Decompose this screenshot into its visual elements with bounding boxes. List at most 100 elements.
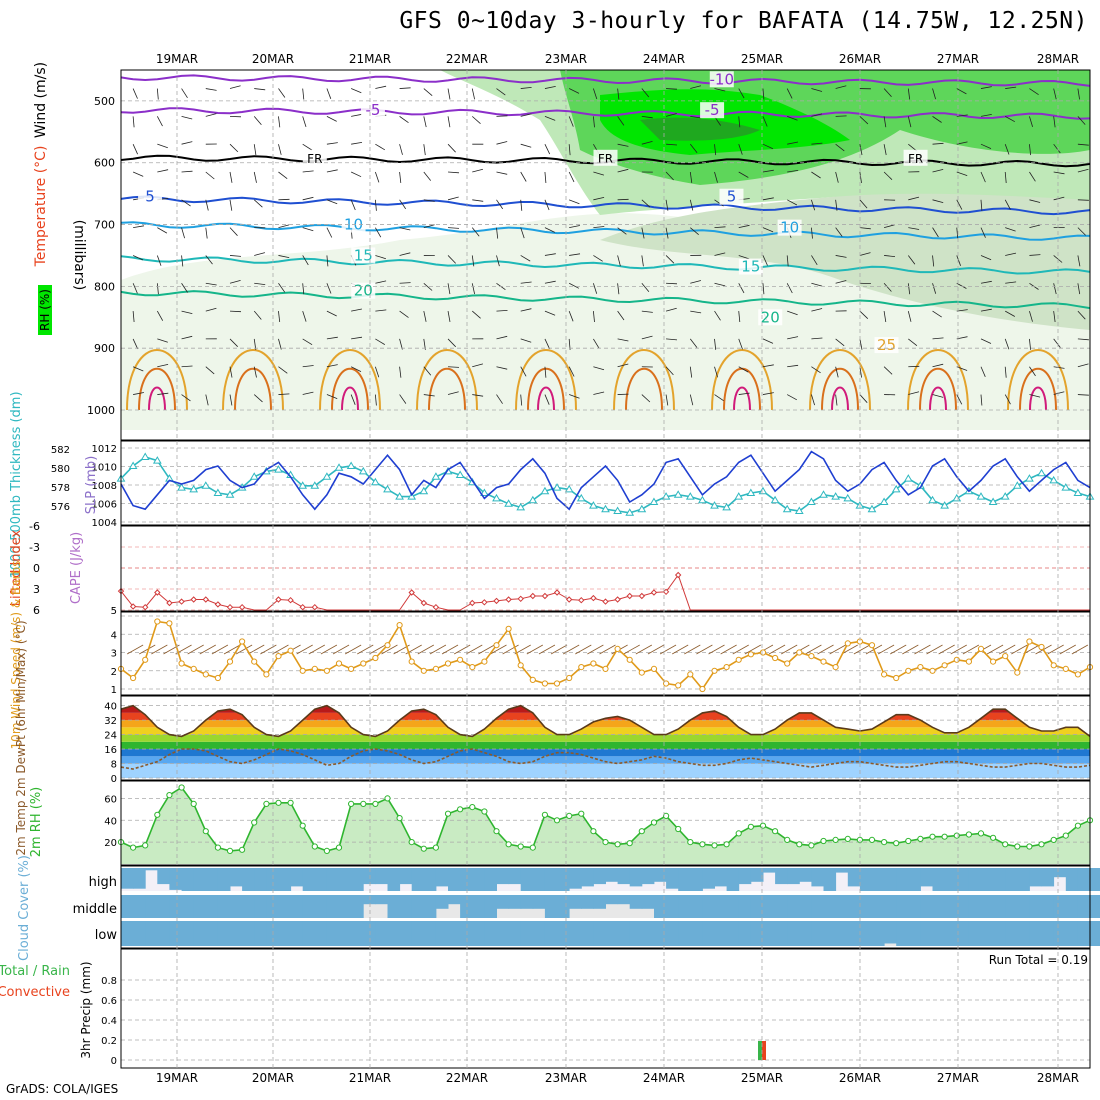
wind-barb — [1029, 144, 1031, 156]
cloud-bar-low — [678, 921, 691, 946]
rh2m-series-point — [735, 830, 742, 837]
wind-speed-series-point — [626, 656, 633, 663]
cloud-bar-middle — [1065, 895, 1079, 918]
cloud-bar-high — [835, 868, 849, 873]
cloud-bar-low — [557, 921, 570, 946]
wind-barb — [302, 338, 313, 346]
surface-wind-barb — [1047, 644, 1064, 655]
wind-speed-series-point — [154, 618, 161, 625]
cloud-bar-middle — [920, 895, 933, 918]
thickness-series-point — [879, 497, 889, 505]
ytick-wind-top: 5 — [111, 606, 117, 617]
rh2m-series-point — [251, 819, 258, 826]
panel-frame-stab — [120, 525, 1091, 612]
cloud-bar-high — [617, 868, 631, 885]
cloud-bar-low — [217, 921, 231, 946]
wind-barb — [472, 199, 484, 202]
wind-barb — [835, 394, 838, 406]
wind-barb — [762, 392, 774, 395]
wind-barb — [374, 171, 380, 183]
ytick-wind: 3 — [111, 649, 117, 660]
cloud-bar-high — [872, 868, 885, 891]
wind-barb — [617, 116, 625, 126]
isotherm-15 — [120, 255, 1091, 275]
wind-speed-series-point — [687, 671, 694, 678]
thickness-series-point — [576, 493, 586, 502]
surface-wind-barb — [853, 644, 871, 655]
cloud-bar-high — [1029, 868, 1042, 887]
lifted-index-point — [202, 596, 209, 603]
wind-barb — [544, 86, 556, 89]
wind-speed-series-point — [432, 665, 439, 673]
lifted-index-point — [275, 596, 282, 603]
thickness-series-point — [794, 506, 804, 514]
legend-total-rain: Total / Rain — [0, 964, 70, 979]
surface-wind-barb — [999, 644, 1016, 655]
thickness-series-point — [213, 488, 223, 496]
thickness-series-point — [988, 497, 998, 505]
thickness-series-point — [322, 472, 332, 480]
wind-barb — [205, 282, 217, 286]
wind-speed-series-point — [832, 664, 839, 671]
wind-barb — [617, 338, 629, 342]
ytick-thickness: 582 — [51, 445, 70, 456]
cloud-bar-middle — [290, 895, 304, 918]
wind-barb — [156, 310, 164, 321]
thickness-series-point — [383, 484, 392, 493]
wind-barb — [787, 336, 799, 340]
wind-barb — [326, 310, 337, 317]
wind-speed-series-point — [699, 685, 706, 693]
wind-barb — [738, 171, 749, 178]
ytick-slp: 1008 — [92, 481, 117, 492]
lifted-index-point — [626, 592, 633, 600]
wind-barb — [350, 199, 356, 211]
wind-barb — [665, 366, 674, 376]
ylabel-millibars: (millibars) — [71, 220, 87, 291]
wind-barb — [544, 366, 547, 378]
thickness-series-point — [310, 481, 320, 489]
thickness-series-point — [831, 492, 841, 500]
wind-barb — [1004, 144, 1010, 155]
wind-barb — [908, 338, 918, 347]
isotherm-25-cell — [222, 349, 284, 411]
wind-barb — [690, 85, 702, 89]
cloud-bar-high — [968, 868, 982, 891]
contour-label: FR — [908, 152, 923, 166]
cloud-bar-low — [460, 921, 473, 946]
wind-barb — [544, 253, 556, 256]
cloud-panel: high middle low Cloud Cover (%) — [17, 855, 1100, 961]
wind-barb — [835, 280, 847, 284]
surface-wind-barb — [829, 644, 846, 655]
cloud-bar-high — [484, 868, 497, 891]
isotherm-35-cell — [341, 386, 359, 411]
rh2m-series-point — [868, 836, 876, 844]
wind-barb — [859, 116, 869, 125]
temperature-band — [121, 749, 1090, 757]
wind-barb — [254, 252, 266, 256]
wind-barb — [786, 255, 789, 267]
rh2m-series-point — [687, 839, 694, 846]
lifted-index-point — [602, 598, 609, 605]
rh2m-series-point — [1002, 841, 1009, 848]
cloud-bar-low — [1065, 921, 1079, 946]
wind-speed-series-point — [348, 665, 355, 673]
wind-barb — [859, 171, 862, 183]
wind-barb — [665, 307, 677, 312]
cloud-bar-high — [375, 868, 388, 885]
ytick-thickness: 576 — [51, 502, 70, 513]
ytick-wind: 2 — [111, 667, 117, 678]
wind-barb — [374, 394, 377, 406]
wind-barb — [278, 255, 290, 258]
surface-wind-barb — [514, 644, 531, 655]
wind-speed-series-point — [566, 674, 573, 682]
wind-barb — [423, 116, 427, 128]
wind-barb — [375, 255, 387, 260]
surface-wind-barb — [1011, 644, 1028, 655]
cloud-row-label: middle — [73, 902, 117, 917]
wind-barb — [1029, 171, 1036, 182]
rh2m-series-point — [1062, 832, 1069, 839]
cloud-bar-low — [508, 921, 522, 946]
cloud-bar-low — [278, 921, 292, 946]
wind-barb — [520, 227, 525, 239]
